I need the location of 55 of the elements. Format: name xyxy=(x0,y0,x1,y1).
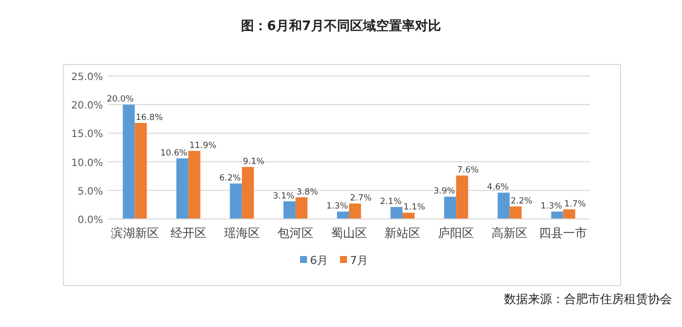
x-tick-label: 包河区 xyxy=(277,226,314,240)
data-label: 1.3% xyxy=(540,202,562,212)
data-label: 4.6% xyxy=(487,182,509,193)
y-tick-label: 25.0% xyxy=(71,72,103,83)
bar xyxy=(444,196,456,219)
bar xyxy=(283,201,296,219)
data-label: 3.9% xyxy=(434,186,456,197)
bar xyxy=(456,176,468,219)
x-tick-label: 瑶海区 xyxy=(224,226,260,240)
data-label: 11.9% xyxy=(189,140,216,151)
data-label: 1.3% xyxy=(326,202,348,212)
data-label: 2.1% xyxy=(380,196,402,207)
data-label: 1.7% xyxy=(564,199,586,210)
bar xyxy=(122,104,135,219)
data-label: 3.8% xyxy=(296,187,318,198)
y-tick-label: 10.0% xyxy=(71,158,103,169)
legend-label: 7月 xyxy=(350,254,368,267)
bar xyxy=(349,204,361,219)
x-tick-label: 滨湖新区 xyxy=(110,226,159,240)
data-label: 2.7% xyxy=(350,194,372,204)
legend-label: 6月 xyxy=(310,254,328,267)
x-tick-label: 蜀山区 xyxy=(331,226,367,240)
bar xyxy=(498,192,510,219)
data-label: 10.6% xyxy=(160,148,188,158)
bar xyxy=(510,206,522,219)
bar xyxy=(390,206,403,219)
data-label: 16.8% xyxy=(136,112,163,123)
bar xyxy=(230,184,242,219)
data-label: 7.6% xyxy=(457,166,479,176)
y-tick-label: 5.0% xyxy=(78,186,103,198)
bar xyxy=(563,209,576,219)
bar xyxy=(188,150,200,219)
y-tick-label: 0.0% xyxy=(78,215,103,226)
bar xyxy=(176,158,188,219)
data-label: 20.0% xyxy=(106,94,134,105)
x-tick-label: 庐阳区 xyxy=(438,226,474,240)
data-label: 9.1% xyxy=(242,156,264,167)
bar xyxy=(134,122,147,219)
x-tick-label: 四县一市 xyxy=(539,226,588,240)
data-label: 3.1% xyxy=(272,191,294,202)
x-tick-label: 高新区 xyxy=(492,226,528,240)
bar xyxy=(551,212,564,219)
y-tick-label: 15.0% xyxy=(71,129,103,140)
data-label: 1.1% xyxy=(404,202,426,213)
source-note: 数据来源：合肥市住房租赁协会 xyxy=(504,292,672,306)
data-label: 2.2% xyxy=(510,196,532,206)
data-label: 6.2% xyxy=(219,174,241,184)
y-tick-label: 20.0% xyxy=(71,100,103,112)
x-tick-label: 新站区 xyxy=(384,226,421,240)
bar xyxy=(402,212,415,219)
chart-title: 图：6月和7月不同区域空置率对比 xyxy=(240,18,442,34)
bar xyxy=(295,197,308,219)
bar xyxy=(337,212,349,219)
x-tick-label: 经开区 xyxy=(170,226,206,240)
bar xyxy=(242,166,254,219)
